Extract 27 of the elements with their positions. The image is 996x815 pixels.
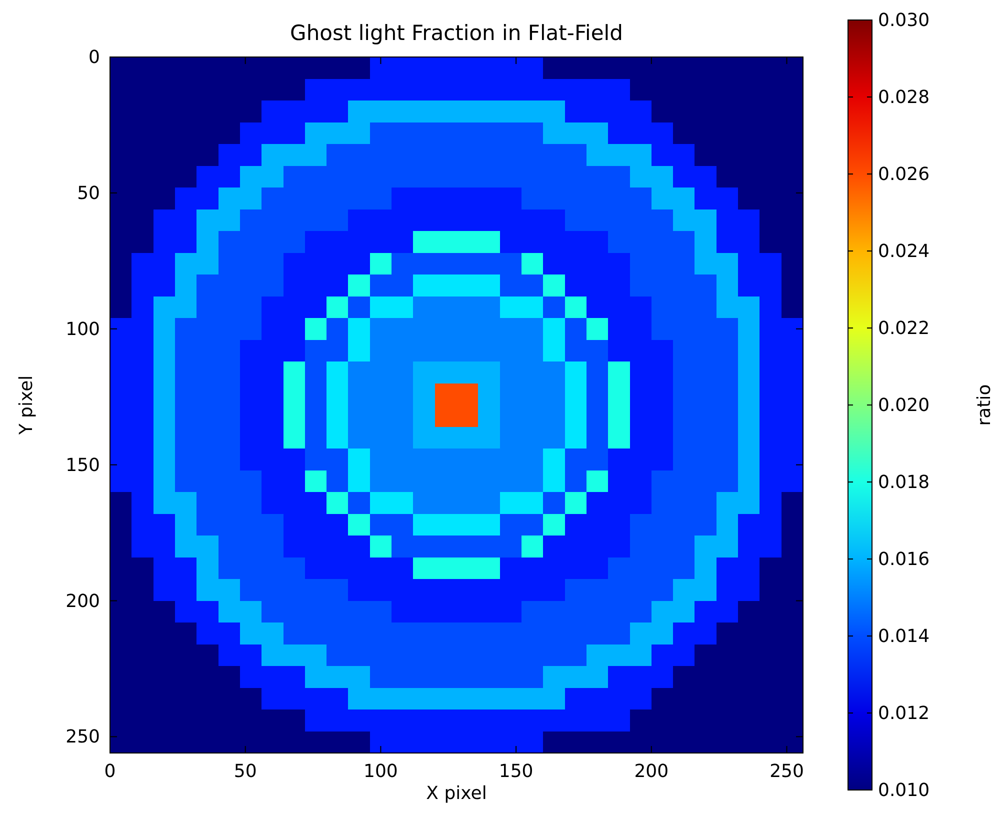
x-tick-label: 100 [364, 761, 398, 782]
y-tick-label: 50 [77, 182, 100, 204]
color-bar-title: ratio [974, 384, 995, 426]
y-tick-label: 200 [66, 590, 100, 612]
x-axis-title: X pixel [426, 783, 487, 804]
y-tick-label: 250 [66, 726, 100, 748]
color-bar-label: 0.014 [878, 626, 930, 647]
x-tick-label: 50 [234, 761, 257, 782]
chart-title: Ghost light Fraction in Flat-Field [290, 21, 623, 45]
x-tick-label: 150 [498, 761, 534, 782]
color-bar-label: 0.016 [878, 549, 930, 570]
color-bar-label: 0.030 [878, 10, 930, 31]
y-axis-title: Y pixel [16, 375, 37, 436]
y-tick-label: 150 [66, 454, 100, 476]
x-tick-label: 250 [770, 761, 804, 782]
color-bar-label: 0.026 [878, 164, 930, 185]
y-tick-label: 0 [88, 47, 100, 68]
color-bar-label: 0.024 [878, 241, 930, 262]
color-bar-label: 0.028 [878, 87, 930, 108]
x-tick-label: 0 [104, 761, 116, 782]
x-tick-label: 200 [634, 761, 669, 782]
color-bar-label: 0.012 [878, 703, 930, 724]
color-bar-label: 0.010 [878, 780, 930, 801]
color-bar-label: 0.022 [878, 318, 930, 339]
y-tick-label: 100 [66, 318, 100, 340]
color-bar-label: 0.020 [878, 395, 930, 416]
color-bar-label: 0.018 [878, 472, 930, 493]
